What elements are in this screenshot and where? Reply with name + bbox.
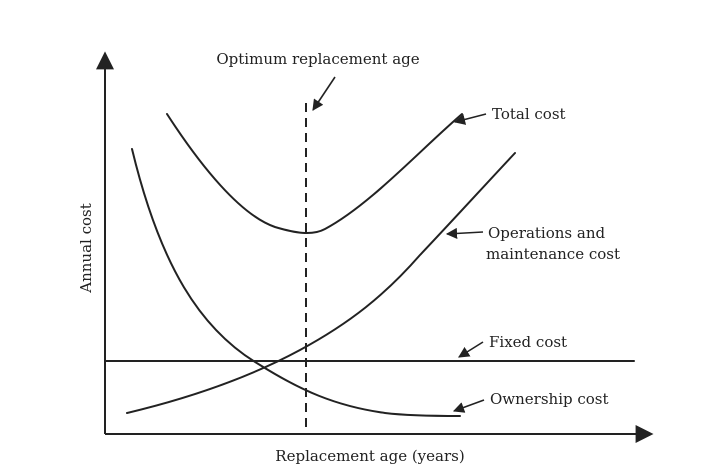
y-axis-label: Annual cost [77, 203, 95, 293]
fixed-cost-label: Fixed cost [489, 333, 567, 351]
om-cost-label-line-2: maintenance cost [486, 245, 620, 263]
total-cost-curve [166, 113, 463, 235]
optimum-age-arrow [312, 76, 336, 111]
om-cost-arrow [445, 227, 484, 240]
om-cost-label-line-1: Operations and [488, 224, 605, 242]
total-cost-label: Total cost [492, 105, 566, 123]
fixed-cost-arrow [458, 341, 484, 358]
total-cost-arrow [453, 113, 487, 125]
ownership-cost-label: Ownership cost [490, 390, 609, 408]
optimum-age-label: Optimum replacement age [216, 50, 419, 68]
om-cost-curve [126, 152, 516, 414]
ownership-cost-curve [131, 148, 461, 417]
x-axis-label: Replacement age (years) [275, 447, 464, 465]
ownership-cost-arrow [452, 399, 485, 413]
